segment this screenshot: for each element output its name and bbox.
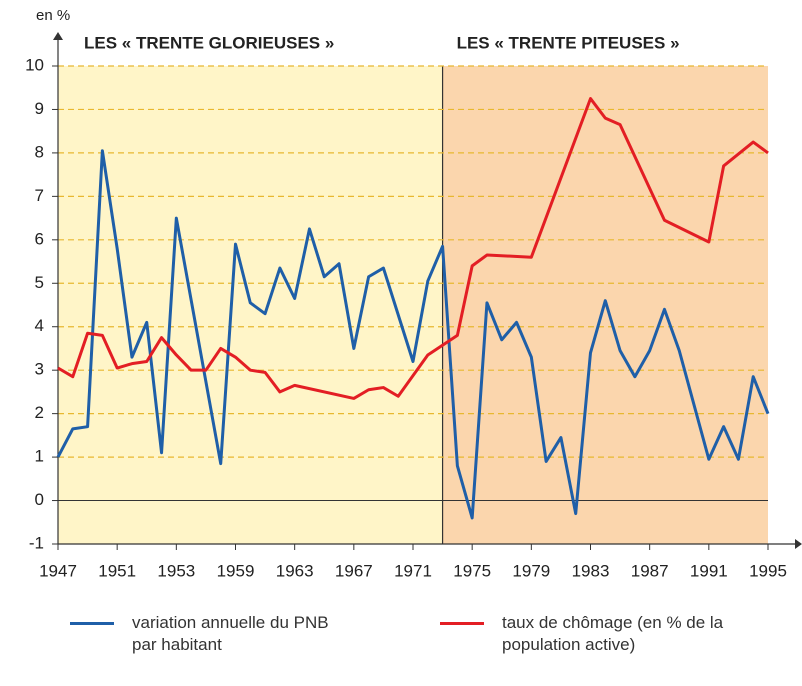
y-axis-arrow xyxy=(53,32,63,40)
x-tick-label: 1953 xyxy=(157,561,195,580)
y-tick-label: 8 xyxy=(35,142,44,161)
x-tick-label: 1995 xyxy=(749,561,787,580)
y-tick-label: -1 xyxy=(29,533,44,552)
x-tick-label: 1967 xyxy=(335,561,373,580)
x-tick-label: 1983 xyxy=(572,561,610,580)
period-band xyxy=(58,66,443,544)
x-tick-label: 1959 xyxy=(217,561,255,580)
y-tick-label: 0 xyxy=(35,490,44,509)
x-tick-label: 1975 xyxy=(453,561,491,580)
legend-swatch xyxy=(70,622,114,625)
y-tick-label: 7 xyxy=(35,186,44,205)
x-tick-label: 1979 xyxy=(512,561,550,580)
y-tick-label: 5 xyxy=(35,273,44,292)
x-tick-label: 1971 xyxy=(394,561,432,580)
x-tick-label: 1963 xyxy=(276,561,314,580)
y-tick-label: 2 xyxy=(35,403,44,422)
x-axis-arrow xyxy=(795,539,802,549)
y-tick-label: 4 xyxy=(35,316,44,335)
series-line xyxy=(57,97,769,400)
y-tick-label: 6 xyxy=(35,229,44,248)
x-tick-label: 1951 xyxy=(98,561,136,580)
legend-label: variation annuelle du PNB par habitant xyxy=(132,613,329,654)
period-label: LES « TRENTE GLORIEUSES » xyxy=(84,33,334,52)
series-line xyxy=(56,149,770,520)
legend-swatch xyxy=(440,622,484,625)
y-tick-label: 9 xyxy=(35,99,44,118)
y-axis-label: en % xyxy=(36,7,70,24)
x-tick-label: 1987 xyxy=(631,561,669,580)
x-tick-label: 1991 xyxy=(690,561,728,580)
y-tick-label: 10 xyxy=(25,55,44,74)
chart: LES « TRENTE GLORIEUSES » LES « TRENTE PI… xyxy=(25,7,802,580)
period-label: LES « TRENTE PITEUSES » xyxy=(457,33,680,52)
x-tick-label: 1947 xyxy=(39,561,77,580)
y-tick-label: 3 xyxy=(35,360,44,379)
legend-label: taux de chômage (en % de la population a… xyxy=(502,613,724,654)
y-tick-label: 1 xyxy=(35,447,44,466)
